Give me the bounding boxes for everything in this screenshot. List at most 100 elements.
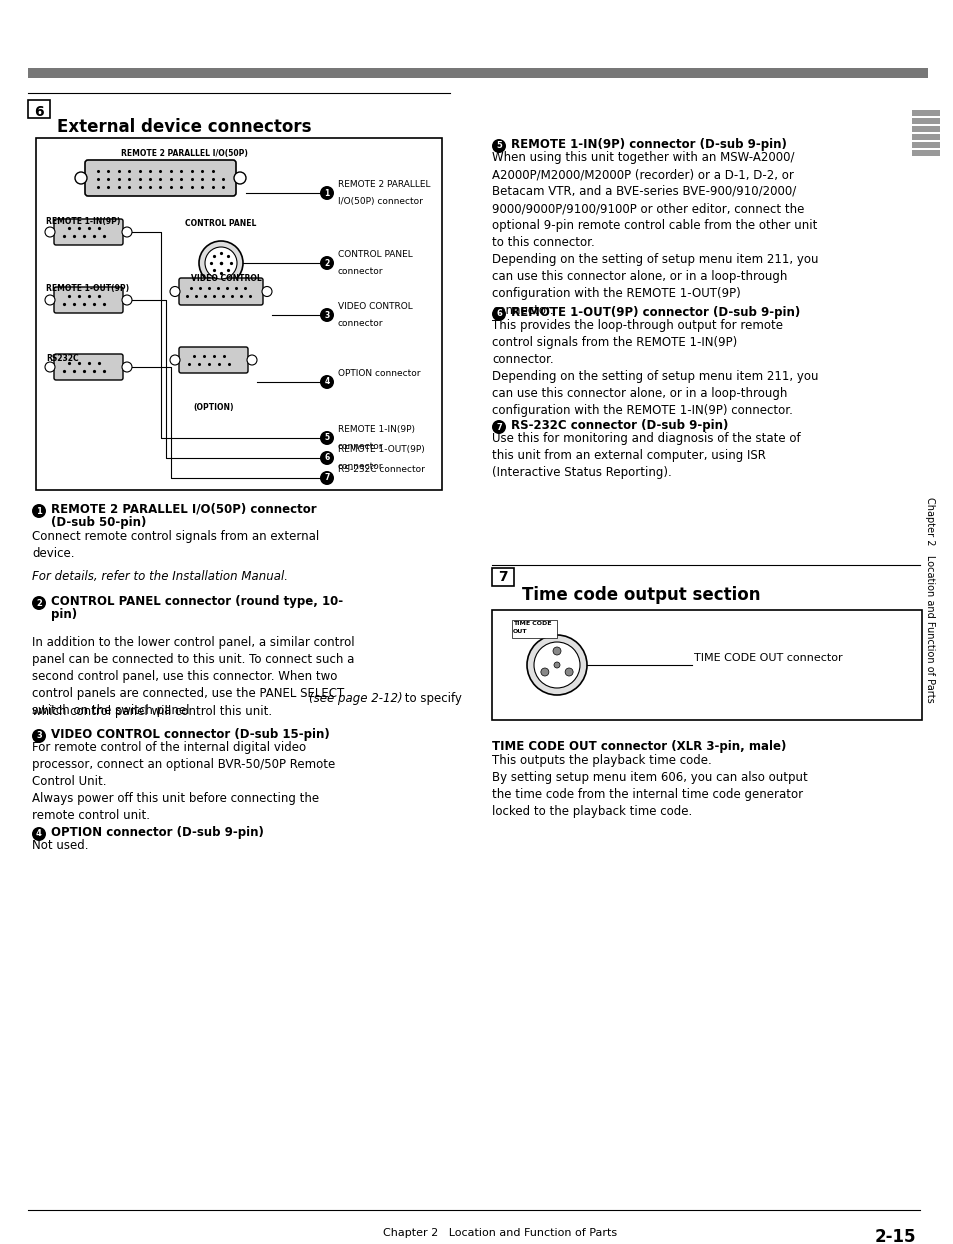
Circle shape bbox=[492, 139, 505, 153]
Circle shape bbox=[205, 248, 236, 279]
Text: REMOTE 2 PARALLEL: REMOTE 2 PARALLEL bbox=[337, 180, 430, 189]
Text: 7: 7 bbox=[497, 570, 507, 583]
Text: This outputs the playback time code.
By setting setup menu item 606, you can als: This outputs the playback time code. By … bbox=[492, 754, 807, 819]
FancyBboxPatch shape bbox=[179, 347, 248, 373]
Circle shape bbox=[247, 355, 256, 364]
Text: 2: 2 bbox=[36, 598, 42, 607]
Circle shape bbox=[319, 430, 334, 445]
FancyBboxPatch shape bbox=[54, 355, 123, 379]
Circle shape bbox=[45, 295, 55, 305]
Text: which control panel will control this unit.: which control panel will control this un… bbox=[32, 705, 272, 718]
FancyBboxPatch shape bbox=[54, 219, 123, 245]
Circle shape bbox=[553, 647, 560, 656]
Text: connector: connector bbox=[337, 267, 383, 276]
Text: External device connectors: External device connectors bbox=[57, 118, 312, 136]
Circle shape bbox=[319, 309, 334, 322]
Text: 7: 7 bbox=[324, 474, 330, 483]
Text: (OPTION): (OPTION) bbox=[193, 403, 234, 412]
Text: REMOTE 1-IN(9P) connector (D-sub 9-pin): REMOTE 1-IN(9P) connector (D-sub 9-pin) bbox=[511, 138, 786, 151]
Text: connector: connector bbox=[337, 462, 383, 471]
Circle shape bbox=[233, 172, 246, 184]
Text: In addition to the lower control panel, a similar control
panel can be connected: In addition to the lower control panel, … bbox=[32, 636, 355, 717]
Text: 6: 6 bbox=[496, 310, 501, 318]
Text: CONTROL PANEL: CONTROL PANEL bbox=[337, 250, 413, 259]
Text: (see page 2-12): (see page 2-12) bbox=[309, 692, 402, 705]
Text: REMOTE 2 PARALLEL I/O(50P): REMOTE 2 PARALLEL I/O(50P) bbox=[121, 149, 248, 158]
Text: 2-15: 2-15 bbox=[874, 1228, 915, 1244]
Text: CONTROL PANEL: CONTROL PANEL bbox=[185, 219, 256, 228]
Text: For remote control of the internal digital video
processor, connect an optional : For remote control of the internal digit… bbox=[32, 741, 335, 822]
Bar bbox=[28, 100, 50, 118]
Circle shape bbox=[319, 452, 334, 465]
Circle shape bbox=[122, 295, 132, 305]
Circle shape bbox=[492, 307, 505, 321]
Circle shape bbox=[492, 420, 505, 434]
Text: 4: 4 bbox=[324, 377, 330, 387]
Circle shape bbox=[32, 596, 46, 610]
Text: 7: 7 bbox=[496, 423, 501, 432]
Circle shape bbox=[319, 187, 334, 200]
Circle shape bbox=[319, 256, 334, 270]
Text: Time code output section: Time code output section bbox=[521, 586, 760, 605]
Text: RS-232C connector (D-sub 9-pin): RS-232C connector (D-sub 9-pin) bbox=[511, 419, 727, 432]
Text: pin): pin) bbox=[51, 608, 77, 621]
Circle shape bbox=[122, 226, 132, 238]
Circle shape bbox=[319, 471, 334, 485]
Circle shape bbox=[564, 668, 573, 675]
Bar bbox=[911, 109, 939, 116]
Text: CONTROL PANEL connector (round type, 10-: CONTROL PANEL connector (round type, 10- bbox=[51, 595, 343, 608]
Text: Use this for monitoring and diagnosis of the state of
this unit from an external: Use this for monitoring and diagnosis of… bbox=[492, 432, 800, 479]
Text: 2: 2 bbox=[324, 259, 330, 267]
Circle shape bbox=[319, 374, 334, 389]
Text: connector: connector bbox=[337, 318, 383, 328]
Bar bbox=[512, 620, 557, 638]
Circle shape bbox=[45, 362, 55, 372]
Text: OPTION connector: OPTION connector bbox=[337, 369, 420, 378]
Text: 6: 6 bbox=[34, 104, 44, 119]
Text: 5: 5 bbox=[496, 142, 501, 151]
Bar bbox=[911, 118, 939, 124]
Text: REMOTE 1-OUT(9P) connector (D-sub 9-pin): REMOTE 1-OUT(9P) connector (D-sub 9-pin) bbox=[511, 306, 800, 318]
Text: connector: connector bbox=[337, 442, 383, 452]
Circle shape bbox=[170, 355, 180, 364]
Bar bbox=[492, 610, 921, 720]
Text: VIDEO CONTROL: VIDEO CONTROL bbox=[191, 274, 261, 282]
Text: REMOTE 1-IN(9P): REMOTE 1-IN(9P) bbox=[46, 216, 120, 226]
Circle shape bbox=[32, 504, 46, 518]
Bar bbox=[28, 68, 927, 78]
Circle shape bbox=[75, 172, 87, 184]
Bar bbox=[911, 151, 939, 156]
Circle shape bbox=[540, 668, 548, 675]
FancyBboxPatch shape bbox=[54, 287, 123, 313]
Text: 3: 3 bbox=[324, 311, 330, 320]
Text: to specify: to specify bbox=[400, 692, 461, 705]
FancyBboxPatch shape bbox=[179, 277, 263, 305]
Text: RS232C: RS232C bbox=[46, 355, 78, 363]
Text: TIME CODE: TIME CODE bbox=[513, 621, 551, 626]
Circle shape bbox=[170, 286, 180, 296]
Bar bbox=[911, 126, 939, 132]
Text: Chapter 2   Location and Function of Parts: Chapter 2 Location and Function of Parts bbox=[924, 498, 934, 703]
FancyBboxPatch shape bbox=[85, 160, 235, 197]
Circle shape bbox=[534, 642, 579, 688]
Text: (D-sub 50-pin): (D-sub 50-pin) bbox=[51, 516, 146, 529]
Text: I/O(50P) connector: I/O(50P) connector bbox=[337, 197, 422, 207]
Circle shape bbox=[32, 827, 46, 841]
Circle shape bbox=[554, 662, 559, 668]
Text: When using this unit together with an MSW-A2000/
A2000P/M2000/M2000P (recorder) : When using this unit together with an MS… bbox=[492, 151, 818, 317]
Text: Not used.: Not used. bbox=[32, 838, 89, 852]
Text: 1: 1 bbox=[324, 189, 330, 198]
Text: REMOTE 1-IN(9P): REMOTE 1-IN(9P) bbox=[337, 425, 415, 434]
Circle shape bbox=[262, 286, 272, 296]
Text: 6: 6 bbox=[324, 454, 330, 463]
Text: OUT: OUT bbox=[513, 629, 527, 634]
Text: REMOTE 1-OUT(9P): REMOTE 1-OUT(9P) bbox=[46, 284, 129, 294]
Bar bbox=[492, 569, 514, 586]
Text: TIME CODE OUT connector (XLR 3-pin, male): TIME CODE OUT connector (XLR 3-pin, male… bbox=[492, 740, 785, 753]
Text: TIME CODE OUT connector: TIME CODE OUT connector bbox=[693, 653, 841, 663]
Circle shape bbox=[199, 241, 243, 285]
Text: Chapter 2   Location and Function of Parts: Chapter 2 Location and Function of Parts bbox=[382, 1228, 617, 1238]
Text: 4: 4 bbox=[36, 830, 42, 838]
Text: 5: 5 bbox=[324, 433, 329, 443]
Text: RS-232C connector: RS-232C connector bbox=[337, 465, 424, 474]
